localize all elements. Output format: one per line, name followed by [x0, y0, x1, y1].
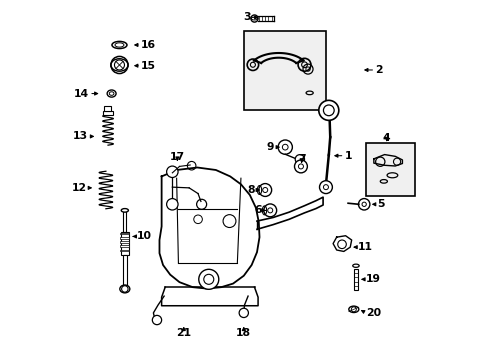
Text: 21: 21 [176, 328, 191, 338]
Circle shape [166, 166, 178, 177]
Bar [120, 233, 129, 234]
Circle shape [152, 315, 162, 325]
Circle shape [258, 184, 271, 197]
Text: 2: 2 [374, 65, 382, 75]
Text: 12: 12 [71, 183, 86, 193]
Bar [365, 143, 414, 196]
Bar [353, 269, 357, 290]
Circle shape [263, 204, 276, 217]
Bar [103, 111, 113, 115]
Text: 8: 8 [247, 185, 255, 195]
Bar [104, 106, 111, 111]
Bar [120, 246, 129, 247]
Text: 10: 10 [136, 231, 151, 242]
Circle shape [295, 155, 304, 164]
Circle shape [318, 100, 338, 120]
Bar [120, 237, 129, 239]
Circle shape [166, 199, 178, 210]
Ellipse shape [348, 306, 358, 312]
Bar [120, 249, 129, 251]
Polygon shape [257, 197, 323, 229]
Text: 16: 16 [141, 40, 156, 50]
Text: 1: 1 [344, 151, 351, 161]
Circle shape [278, 140, 292, 154]
Polygon shape [159, 167, 259, 289]
Text: 9: 9 [266, 142, 273, 152]
Text: 11: 11 [357, 242, 372, 252]
Polygon shape [332, 236, 351, 251]
Text: 6: 6 [253, 205, 261, 215]
Bar [123, 210, 126, 232]
Circle shape [358, 199, 369, 210]
Text: 15: 15 [141, 61, 156, 71]
Ellipse shape [352, 264, 358, 267]
Text: 7: 7 [297, 154, 305, 164]
Bar [123, 255, 126, 285]
Bar [244, 31, 325, 111]
Circle shape [294, 160, 307, 173]
Text: 18: 18 [236, 328, 251, 338]
Circle shape [198, 269, 218, 289]
Text: 3: 3 [243, 13, 250, 22]
Text: 14: 14 [74, 89, 89, 99]
Text: 13: 13 [73, 131, 88, 141]
Bar [120, 241, 129, 243]
Ellipse shape [120, 285, 130, 293]
Text: 5: 5 [377, 199, 384, 209]
Text: 20: 20 [365, 308, 380, 318]
Circle shape [319, 181, 332, 194]
Text: 19: 19 [365, 274, 380, 284]
Text: 17: 17 [169, 152, 184, 162]
Ellipse shape [121, 208, 128, 212]
Bar [121, 232, 129, 255]
Circle shape [239, 308, 248, 318]
Text: 4: 4 [382, 133, 390, 143]
